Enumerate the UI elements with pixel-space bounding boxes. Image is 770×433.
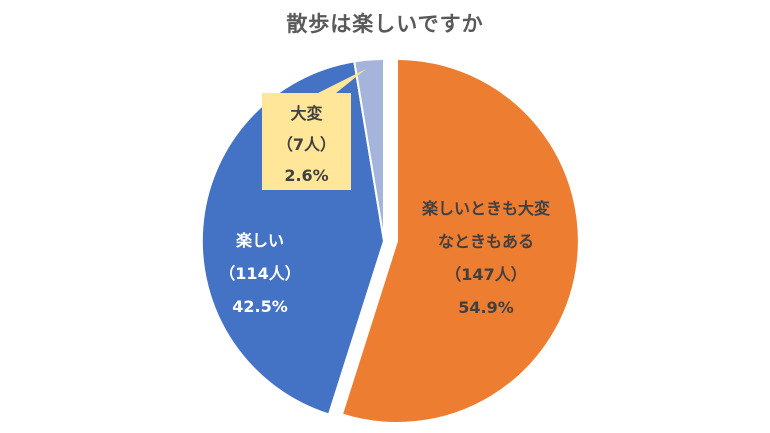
callout-box-hard: [262, 69, 366, 190]
pie-slice-sometimes[interactable]: [340, 57, 580, 424]
label-text: 楽しい: [235, 231, 284, 250]
label-percent: 2.6%: [284, 166, 329, 185]
pie-slice-hard[interactable]: [353, 57, 385, 242]
data-label-sometimes: 楽しいときも大変 なときもある （147人） 54.9%: [397, 192, 575, 324]
label-percent: 42.5%: [232, 297, 288, 316]
label-text: 楽しいときも大変: [421, 199, 550, 218]
data-label-hard: 大変 （7人） 2.6%: [262, 98, 351, 191]
label-count: （147人）: [445, 265, 527, 284]
label-text: なときもある: [437, 232, 534, 251]
data-label-fun: 楽しい （114人） 42.5%: [205, 224, 315, 323]
label-text: 大変: [290, 104, 323, 123]
chart-title: 散歩は楽しいですか: [286, 12, 484, 36]
label-percent: 54.9%: [458, 298, 514, 317]
label-count: （7人）: [276, 135, 337, 154]
label-count: （114人）: [219, 264, 301, 283]
